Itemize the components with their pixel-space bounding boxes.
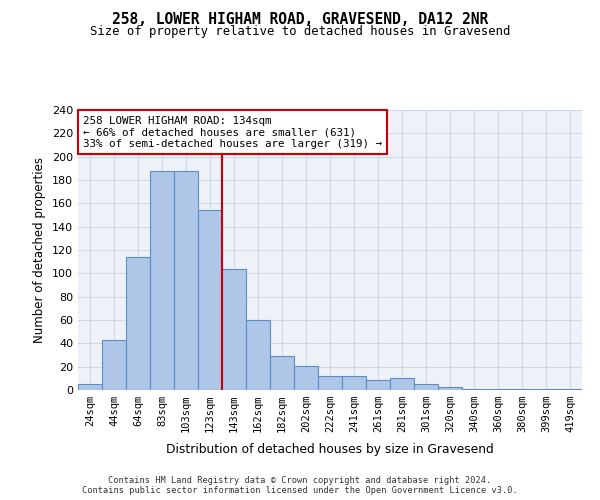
Bar (126, 257, 150, 390)
Bar (246, 320, 270, 390)
X-axis label: Distribution of detached houses by size in Gravesend: Distribution of detached houses by size … (166, 444, 494, 456)
Bar (270, 356, 294, 390)
Text: 258, LOWER HIGHAM ROAD, GRAVESEND, DA12 2NR: 258, LOWER HIGHAM ROAD, GRAVESEND, DA12 … (112, 12, 488, 28)
Bar (150, 170, 174, 390)
Text: 258 LOWER HIGHAM ROAD: 134sqm
← 66% of detached houses are smaller (631)
33% of : 258 LOWER HIGHAM ROAD: 134sqm ← 66% of d… (83, 116, 382, 149)
Bar (174, 170, 198, 390)
Bar (102, 340, 126, 390)
Bar (294, 366, 318, 390)
Bar (462, 389, 486, 390)
Bar (78, 384, 102, 390)
Bar (198, 210, 222, 390)
Bar (366, 380, 390, 390)
Bar (534, 389, 558, 390)
Text: Contains HM Land Registry data © Crown copyright and database right 2024.
Contai: Contains HM Land Registry data © Crown c… (82, 476, 518, 495)
Bar (486, 389, 510, 390)
Y-axis label: Number of detached properties: Number of detached properties (34, 157, 46, 343)
Bar (414, 384, 438, 390)
Bar (438, 386, 462, 390)
Bar (510, 389, 534, 390)
Bar (342, 376, 366, 390)
Bar (390, 378, 414, 390)
Bar (318, 376, 342, 390)
Bar (558, 389, 582, 390)
Bar (222, 268, 246, 390)
Text: Size of property relative to detached houses in Gravesend: Size of property relative to detached ho… (90, 25, 510, 38)
